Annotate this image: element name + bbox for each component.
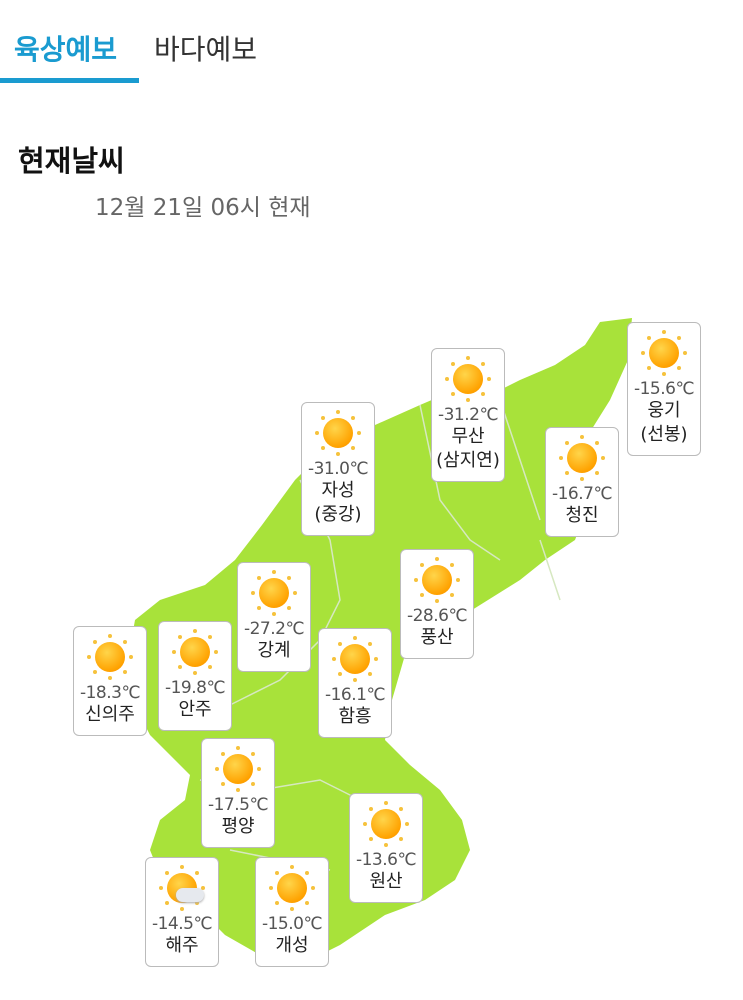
station-temperature: -18.3℃ (79, 683, 141, 703)
station-card[interactable]: -19.8℃ 안주 (158, 621, 232, 731)
cloud-icon (176, 888, 204, 902)
station-temperature: -31.0℃ (307, 459, 369, 479)
station-temperature: -15.6℃ (633, 379, 695, 399)
sun-icon (413, 556, 461, 604)
sun-icon (268, 864, 316, 912)
station-subname: (삼지연) (436, 450, 500, 471)
station-name: 무산 (451, 426, 485, 447)
sun-icon (640, 329, 688, 377)
station-card[interactable]: -28.6℃ 풍산 (400, 549, 474, 659)
station-card[interactable]: -17.5℃ 평양 (201, 738, 275, 848)
station-name: 신의주 (85, 704, 135, 725)
sun-icon (314, 409, 362, 457)
sun-icon (362, 800, 410, 848)
station-name: 함흥 (338, 706, 372, 727)
station-card[interactable]: -16.1℃ 함흥 (318, 628, 392, 738)
station-temperature: -16.7℃ (551, 484, 613, 504)
sun-icon (250, 569, 298, 617)
active-tab-indicator (0, 78, 139, 83)
station-name: 웅기 (647, 400, 681, 421)
sun-icon (214, 745, 262, 793)
station-temperature: -15.0℃ (261, 914, 323, 934)
station-card[interactable]: -31.2℃ 무산 (삼지연) (431, 348, 505, 482)
station-name: 평양 (221, 816, 255, 837)
station-temperature: -16.1℃ (324, 685, 386, 705)
station-card[interactable]: -15.0℃ 개성 (255, 857, 329, 967)
sun-icon (558, 434, 606, 482)
station-name: 원산 (369, 871, 403, 892)
station-subname: (선봉) (640, 424, 688, 445)
station-temperature: -27.2℃ (243, 619, 305, 639)
station-temperature: -17.5℃ (207, 795, 269, 815)
station-temperature: -28.6℃ (406, 606, 468, 626)
station-card[interactable]: -27.2℃ 강계 (237, 562, 311, 672)
station-card[interactable]: -31.0℃ 자성 (중강) (301, 402, 375, 536)
sun-icon (331, 635, 379, 683)
station-name: 자성 (321, 480, 355, 501)
partly-cloudy-icon (158, 864, 206, 912)
station-name: 해주 (165, 935, 199, 956)
station-name: 안주 (178, 699, 212, 720)
sun-icon (86, 633, 134, 681)
station-name: 개성 (275, 935, 309, 956)
station-name: 청진 (565, 505, 599, 526)
sun-icon (444, 355, 492, 403)
station-temperature: -19.8℃ (164, 678, 226, 698)
station-name: 강계 (257, 640, 291, 661)
station-temperature: -14.5℃ (151, 914, 213, 934)
timestamp: 12월 21일 06시 현재 (95, 195, 311, 221)
station-temperature: -31.2℃ (437, 405, 499, 425)
section-title: 현재날씨 (18, 144, 125, 178)
station-card[interactable]: -14.5℃ 해주 (145, 857, 219, 967)
station-card[interactable]: -13.6℃ 원산 (349, 793, 423, 903)
station-card[interactable]: -15.6℃ 웅기 (선봉) (627, 322, 701, 456)
station-name: 풍산 (420, 627, 454, 648)
station-subname: (중강) (314, 504, 362, 525)
tab-sea-forecast[interactable]: 바다예보 (154, 33, 258, 66)
tab-land-forecast[interactable]: 육상예보 (14, 33, 118, 66)
station-temperature: -13.6℃ (355, 850, 417, 870)
forecast-tabs: 육상예보 바다예보 (0, 0, 743, 84)
sun-icon (171, 628, 219, 676)
station-card[interactable]: -16.7℃ 청진 (545, 427, 619, 537)
station-card[interactable]: -18.3℃ 신의주 (73, 626, 147, 736)
